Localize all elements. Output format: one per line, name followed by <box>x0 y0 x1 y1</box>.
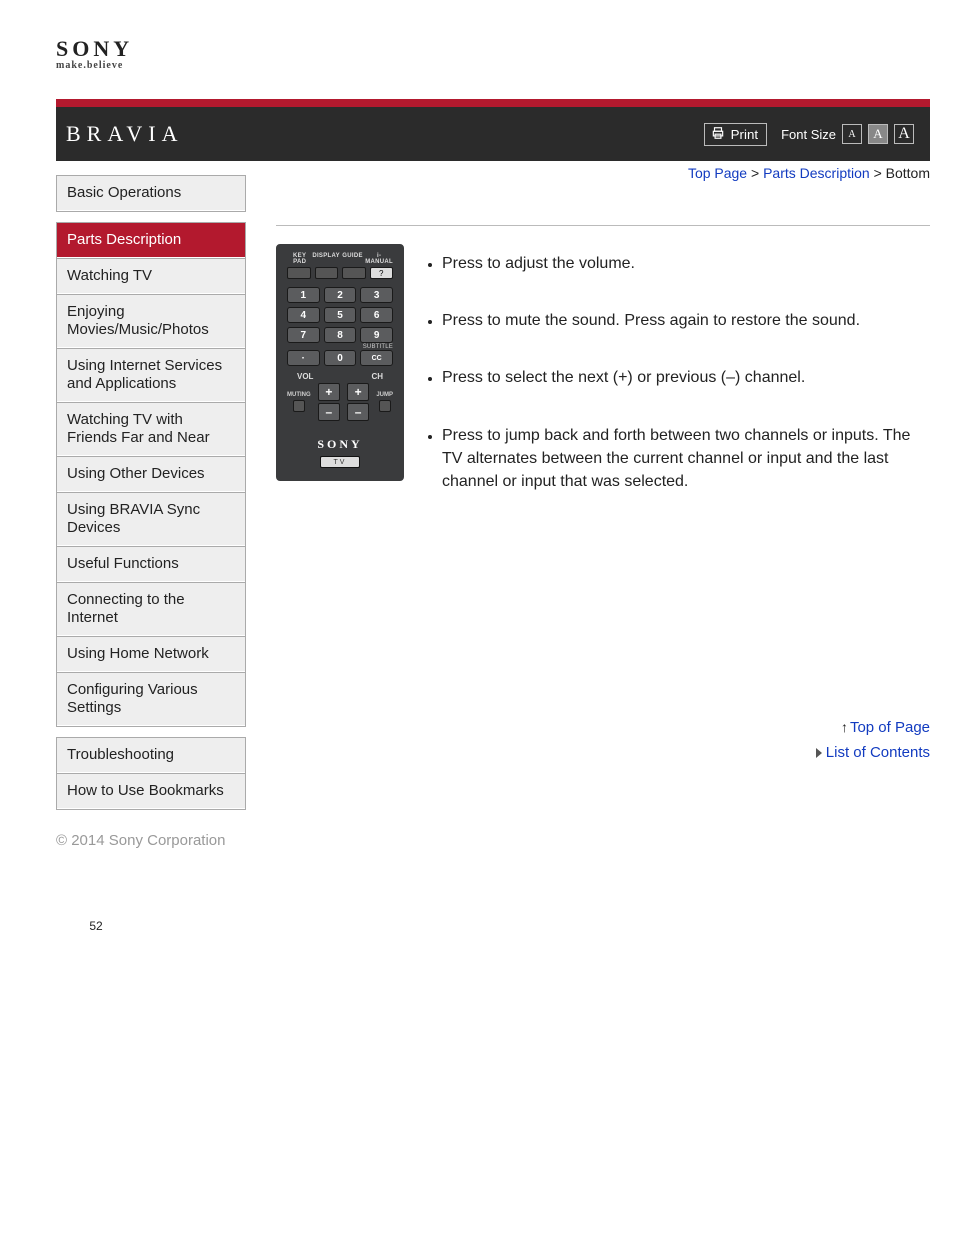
remote-ch-rocker: + – <box>347 383 369 421</box>
fontsize-large-button[interactable]: A <box>894 124 914 144</box>
copyright-text: © 2014 Sony Corporation <box>56 832 930 849</box>
fontsize-medium-button[interactable]: A <box>868 124 888 144</box>
remote-num-0: 0 <box>324 350 357 366</box>
remote-ch-down: – <box>347 403 369 421</box>
print-button[interactable]: Print <box>704 123 767 146</box>
sony-tagline: make.believe <box>56 60 930 71</box>
fontsize-small-button[interactable]: A <box>842 124 862 144</box>
print-label: Print <box>731 127 758 142</box>
sidebar-item[interactable]: Connecting to the Internet <box>57 582 245 636</box>
arrow-up-icon: ↑ <box>841 719 848 735</box>
breadcrumb-sep: > <box>751 165 763 181</box>
sony-brand-text: SONY <box>56 36 930 62</box>
remote-num-3: 3 <box>360 287 393 303</box>
remote-small-button <box>315 267 339 279</box>
remote-num-6: 6 <box>360 307 393 323</box>
remote-num-7: 7 <box>287 327 320 343</box>
button-descriptions: Press to adjust the volume. Press to mut… <box>424 244 930 519</box>
remote-ch-up: + <box>347 383 369 401</box>
remote-small-button <box>287 267 311 279</box>
sidebar-nav: Basic Operations Parts DescriptionWatchi… <box>56 161 246 820</box>
sidebar-item[interactable]: Troubleshooting <box>57 738 245 773</box>
top-of-page-link[interactable]: Top of Page <box>850 719 930 736</box>
sidebar-item[interactable]: Parts Description <box>57 223 245 258</box>
remote-label-imanual: i-MANUAL <box>365 253 393 265</box>
remote-label-display: DISPLAY <box>312 253 340 265</box>
product-name: BRAVIA <box>66 121 184 147</box>
remote-mute-button <box>293 400 305 412</box>
remote-vol-up: + <box>318 383 340 401</box>
sidebar-item[interactable]: Useful Functions <box>57 546 245 582</box>
remote-jump-label: JUMP <box>376 392 393 398</box>
remote-num-4: 4 <box>287 307 320 323</box>
breadcrumb-top-page[interactable]: Top Page <box>688 165 747 181</box>
sidebar-item[interactable]: Watching TV with Friends Far and Near <box>57 402 245 456</box>
remote-dot-button: · <box>287 350 320 366</box>
sidebar-item[interactable]: Configuring Various Settings <box>57 672 245 726</box>
remote-num-8: 8 <box>324 327 357 343</box>
breadcrumb-current: Bottom <box>886 165 930 181</box>
desc-item: Press to select the next (+) or previous… <box>442 369 805 386</box>
remote-vol-down: – <box>318 403 340 421</box>
remote-num-9: 9 <box>360 327 393 343</box>
sidebar-item[interactable]: Using BRAVIA Sync Devices <box>57 492 245 546</box>
remote-muting-label: MUTING <box>287 392 311 398</box>
desc-item: Press to jump back and forth between two… <box>442 427 910 490</box>
remote-num-5: 5 <box>324 307 357 323</box>
breadcrumb-section[interactable]: Parts Description <box>763 165 870 181</box>
accent-bar <box>56 99 930 107</box>
breadcrumb-sep: > <box>874 165 886 181</box>
sidebar-item[interactable]: Using Home Network <box>57 636 245 672</box>
remote-num-2: 2 <box>324 287 357 303</box>
sidebar-item[interactable]: Watching TV <box>57 258 245 294</box>
remote-small-button <box>342 267 366 279</box>
list-of-contents-link[interactable]: List of Contents <box>826 744 930 761</box>
remote-help-button: ? <box>370 267 394 279</box>
page-number: 52 <box>76 919 116 933</box>
divider <box>276 225 930 226</box>
sidebar-item[interactable]: Basic Operations <box>57 176 245 211</box>
remote-label-guide: GUIDE <box>340 253 365 265</box>
remote-illustration: KEY PAD DISPLAY GUIDE i-MANUAL ? 123 456 7… <box>276 244 404 481</box>
desc-item: Press to adjust the volume. <box>442 255 635 272</box>
header-bar: BRAVIA Print Font Size A A A <box>56 107 930 161</box>
desc-item: Press to mute the sound. Press again to … <box>442 312 860 329</box>
print-icon <box>711 126 725 143</box>
fontsize-label: Font Size <box>781 127 836 142</box>
breadcrumb: Top Page > Parts Description > Bottom <box>276 165 930 181</box>
remote-sony-logo: SONY <box>287 437 393 452</box>
triangle-icon <box>816 748 822 758</box>
remote-ch-label: CH <box>371 372 383 381</box>
sidebar-item[interactable]: Enjoying Movies/Music/Photos <box>57 294 245 348</box>
sidebar-item[interactable]: Using Internet Services and Applications <box>57 348 245 402</box>
remote-cc-button: CC <box>360 350 393 366</box>
remote-jump-button <box>379 400 391 412</box>
sidebar-item[interactable]: Using Other Devices <box>57 456 245 492</box>
remote-label-keypad: KEY PAD <box>287 253 312 265</box>
remote-num-1: 1 <box>287 287 320 303</box>
remote-vol-label: VOL <box>297 372 313 381</box>
sidebar-item[interactable]: How to Use Bookmarks <box>57 773 245 809</box>
remote-vol-rocker: + – <box>318 383 340 421</box>
sony-logo: SONY make.believe <box>56 36 930 71</box>
remote-tv-badge: TV <box>320 456 360 468</box>
